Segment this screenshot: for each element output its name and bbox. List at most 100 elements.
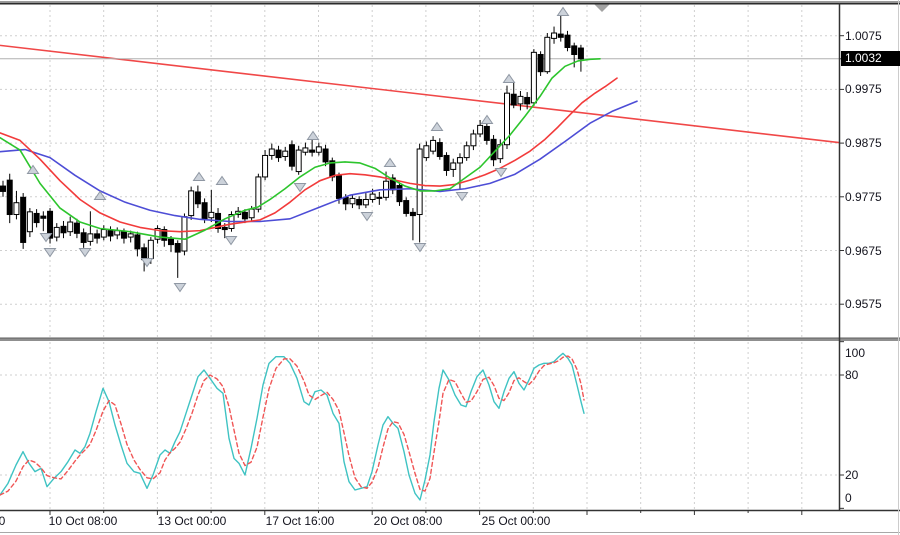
candle-body-bull [67, 221, 74, 233]
time-axis-label: 0 [0, 514, 6, 528]
candle-body-bear [241, 211, 248, 220]
fractal-down-arrow-icon [224, 236, 238, 246]
candle-body-bull [268, 148, 275, 156]
fractal-down-arrow-icon [140, 258, 154, 268]
candle-body-bear [288, 144, 295, 167]
candle-body-bull [544, 36, 551, 73]
price-axis-label: 0.9675 [845, 243, 882, 258]
candle-body-bear [107, 230, 114, 237]
current-price-badge: 1.0032 [841, 51, 900, 66]
candle-body-bear [161, 229, 168, 241]
candle-body-bull [282, 150, 289, 158]
fractal-down-arrow-icon [173, 283, 187, 293]
alligator-lips-green-line [0, 57, 601, 241]
fractal-down-arrow-icon [494, 168, 508, 178]
fractal-up-arrow-icon [192, 171, 206, 181]
candle-body-bull [517, 95, 524, 105]
candle-body-bull [262, 154, 269, 178]
candle-body-bear [443, 154, 450, 171]
time-axis-label: 17 Oct 16:00 [265, 514, 335, 528]
candle-body-bear [510, 93, 517, 106]
fractal-up-arrow-icon [215, 175, 229, 185]
candle-body-bull [450, 162, 457, 170]
fractal-up-arrow-icon [556, 6, 570, 16]
candle-body-bull [430, 139, 437, 152]
candle-body-bear [194, 191, 201, 205]
candle-body-bear [322, 148, 329, 163]
candle-body-bull [147, 239, 154, 260]
candle-body-bear [141, 247, 148, 261]
candle-body-bear [275, 149, 282, 159]
candle-body-bear [20, 196, 27, 243]
fractal-up-arrow-icon [480, 114, 494, 124]
alligator-teeth-red-line [0, 77, 618, 233]
candle-body-bull [456, 157, 463, 164]
price-axis-label: 0.9875 [845, 136, 882, 151]
candle-body-bear [490, 138, 497, 161]
candle-body-bull [423, 145, 430, 159]
candle-body-bear [557, 33, 564, 38]
candle-body-bull [100, 229, 107, 238]
fractal-down-arrow-icon [293, 183, 307, 193]
candle-body-bear [201, 202, 208, 220]
candle-body-bear [571, 45, 578, 55]
candle-body-bear [94, 233, 101, 239]
fractal-down-arrow-icon [39, 233, 53, 243]
candle-body-bull [127, 233, 134, 238]
top-down-triangle-marker-icon [593, 3, 611, 12]
time-axis-label: 13 Oct 00:00 [157, 514, 227, 528]
time-axis-label: 25 Oct 00:00 [481, 514, 551, 528]
candle-body-bear [0, 185, 6, 192]
price-axis-label: 0.9575 [845, 297, 882, 312]
candle-body-bull [504, 92, 510, 146]
candle-body-bear [134, 234, 141, 250]
candle-body-bull [551, 32, 558, 39]
stoch-axis-label: 100 [845, 346, 866, 360]
fractal-up-arrow-icon [93, 190, 107, 200]
candle-body-bull [416, 148, 423, 216]
fractal-up-arrow-icon [26, 164, 40, 174]
candle-body-bear [436, 142, 443, 158]
stochastic-d-line [0, 355, 585, 496]
fractal-up-arrow-icon [306, 130, 320, 140]
trendline [0, 44, 840, 144]
candle-body-bear [60, 225, 67, 234]
candle-body-bull [477, 124, 484, 135]
stoch-axis-label: 20 [845, 468, 859, 482]
candle-body-bear [564, 34, 571, 49]
candle-body-bear [221, 226, 228, 231]
price-axis-label: 1.0075 [845, 28, 882, 43]
candle-body-bull [181, 216, 188, 252]
candle-body-bear [47, 210, 54, 239]
candle-body-bear [168, 238, 174, 246]
candle-body-bear [403, 200, 410, 214]
candle-body-bull [154, 227, 161, 240]
candle-body-bull [302, 147, 309, 153]
candle-body-bull [53, 226, 60, 238]
candle-body-bear [483, 125, 490, 141]
candle-body-bear [376, 196, 383, 199]
candle-body-bear [309, 149, 316, 153]
time-axis-label: 20 Oct 08:00 [373, 514, 443, 528]
candle-body-bear [356, 198, 363, 206]
candle-body-bull [255, 176, 262, 210]
candle-body-bull [208, 211, 215, 219]
price-axis-label: 0.9975 [845, 82, 882, 97]
price-axis-label: 0.9775 [845, 189, 882, 204]
candle-body-bear [33, 212, 40, 224]
panel-separator [0, 338, 900, 341]
fractal-down-arrow-icon [78, 248, 92, 258]
candle-body-bear [396, 185, 403, 203]
candle-body-bull [26, 211, 33, 233]
candle-body-bear [537, 53, 544, 73]
candle-body-bear [409, 211, 416, 217]
fractal-down-arrow-icon [43, 248, 57, 258]
stochastic-k-line [0, 352, 585, 501]
candle-body-bear [6, 179, 13, 216]
candle-body-bull [87, 233, 94, 242]
candle-body-bull [470, 133, 477, 147]
candle-body-bear [336, 175, 342, 199]
candle-body-bull [369, 193, 376, 200]
